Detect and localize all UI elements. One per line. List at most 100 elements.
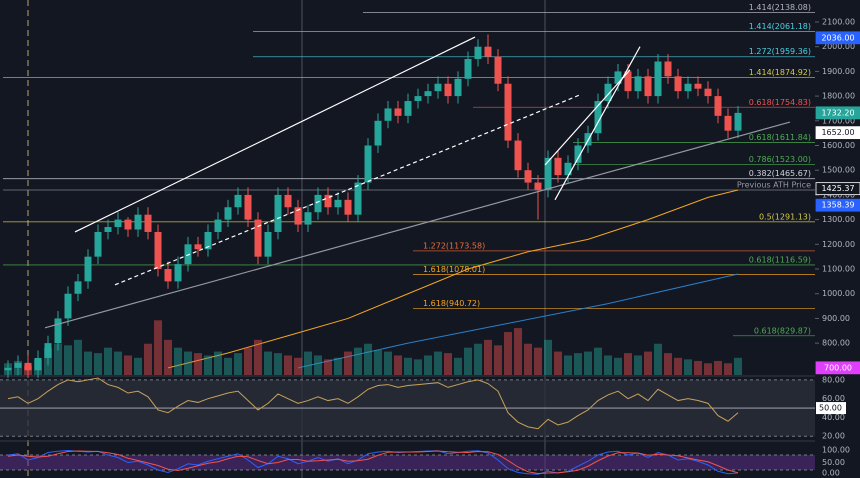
candle-body (404, 101, 412, 116)
candle-body (514, 140, 522, 171)
rsi-line (7, 377, 739, 430)
level-label: Previous ATH Price (737, 180, 811, 189)
price-badge (815, 31, 860, 45)
stoch-line (7, 449, 739, 475)
candle-body (444, 83, 452, 97)
y-tick-label: 1200.00 (822, 240, 855, 249)
level-label: 0.5(1291.13) (759, 212, 811, 221)
volume-bar (334, 357, 342, 375)
level-label: 0.786(1523.00) (749, 155, 811, 164)
candle-body (624, 71, 632, 92)
candle-body (724, 115, 732, 131)
volume-bar (54, 343, 62, 375)
candle-body (314, 194, 322, 213)
candle-body (454, 78, 462, 97)
price-badge-label: 1358.39 (821, 201, 854, 210)
price-badge-label: 1652.00 (821, 128, 854, 137)
volume-bar (184, 351, 192, 375)
candle-body (694, 83, 702, 89)
volume-bar (374, 350, 382, 375)
volume-bar (254, 339, 262, 375)
volume-bar (564, 355, 572, 375)
candle-body (84, 256, 92, 282)
candle-body (104, 227, 112, 232)
candle-body (564, 162, 572, 176)
volume-bar (514, 328, 522, 375)
volume-bar (124, 355, 132, 375)
volume-bar (634, 355, 642, 375)
y-tick-label: 900.00 (822, 314, 850, 323)
price-badge (815, 126, 860, 140)
candle-body (24, 362, 32, 371)
moving-average (297, 273, 739, 369)
volume-bar (444, 353, 452, 375)
volume-bar (84, 351, 92, 375)
level-label: 1.414(1874.92) (749, 68, 811, 77)
candle-body (94, 231, 102, 257)
candle-body (254, 219, 262, 257)
trendline (554, 46, 641, 201)
volume-bar (484, 339, 492, 375)
volume-bar (64, 345, 72, 375)
candle-body (494, 56, 502, 84)
candle-body (604, 83, 612, 102)
volume-bar (214, 351, 222, 375)
volume-bar (234, 353, 242, 375)
price-badge (815, 182, 860, 196)
candle-body (434, 83, 442, 92)
candle-body (214, 219, 222, 232)
candle-body (464, 59, 472, 79)
stoch-tick-label: 50.00 (822, 458, 845, 467)
volume-bar (314, 355, 322, 375)
stoch-band (0, 455, 815, 470)
y-tick-label: 1700.00 (822, 116, 855, 125)
volume-bar (554, 351, 562, 375)
y-tick-label: 1500.00 (822, 166, 855, 175)
level-label: 0.618(1116.59) (749, 255, 811, 264)
candle-body (134, 214, 142, 230)
candle-body (714, 96, 722, 116)
volume-bar (584, 351, 592, 375)
volume-bar (414, 359, 422, 375)
candle-body (74, 281, 82, 294)
price-badge-label: 700.00 (824, 363, 852, 372)
volume-bar (404, 357, 412, 375)
trendline (74, 36, 476, 233)
volume-bar (544, 339, 552, 375)
level-label: 1.618(1078.01) (423, 265, 485, 274)
rsi-mid-badge (816, 402, 846, 415)
volume-bar (734, 357, 742, 375)
candle-body (414, 96, 422, 102)
volume-bar (304, 351, 312, 375)
volume-bar (594, 347, 602, 375)
volume-bar (244, 347, 252, 375)
y-tick-label: 1900.00 (822, 67, 855, 76)
level-label: 1.414(2061.18) (749, 22, 811, 31)
candle-body (274, 194, 282, 232)
volume-bar (224, 357, 232, 375)
price-axis (815, 0, 860, 478)
volume-bar (574, 353, 582, 375)
candle-body (14, 362, 22, 368)
candle-body (384, 108, 392, 121)
volume-bar (324, 359, 332, 375)
level-label: 1.618(940.72) (423, 299, 480, 308)
rsi-tick-label: 40.00 (822, 413, 845, 422)
y-tick-label: 2100.00 (822, 17, 855, 26)
volume-bar (694, 360, 702, 375)
candle-body (294, 207, 302, 225)
volume-bar (294, 357, 302, 375)
volume-bar (664, 353, 672, 375)
level-label: 1.414(2138.08) (749, 3, 811, 12)
candle-body (364, 145, 372, 183)
price-badge (815, 106, 860, 120)
volume-bar (354, 347, 362, 375)
volume-bar (604, 355, 612, 375)
level-label: 1.272(1173.58) (423, 241, 485, 250)
volume-bar (274, 353, 282, 375)
volume-bar (94, 353, 102, 375)
volume-bar (724, 363, 732, 375)
y-tick-label: 2000.00 (822, 42, 855, 51)
moving-average (167, 189, 739, 369)
